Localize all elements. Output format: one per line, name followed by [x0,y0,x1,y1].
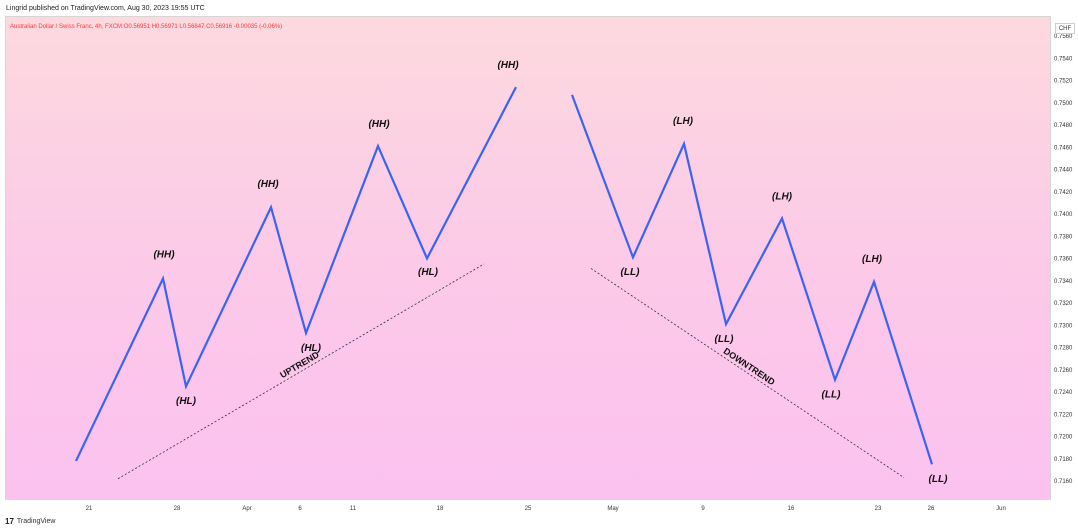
zigzag-series-1[interactable] [75,86,517,462]
swing-label: (HH) [497,60,519,71]
swing-label: (LL) [822,390,842,401]
swing-label: (HH) [368,119,390,130]
time-tick-label: 18 [437,506,444,512]
price-tick-label: 0.7200 [1054,435,1073,441]
time-tick-label: 28 [174,506,181,512]
trendline-downtrend[interactable] [590,268,905,478]
price-tick-label: 0.7260 [1054,368,1073,374]
price-tick-label: 0.7480 [1054,123,1073,129]
time-axis-labels: 21 28 Apr 6 11 18 25 May 9 16 23 26 Jun [86,506,1006,512]
price-axis-labels: 0.7560 0.7540 0.7520 0.7500 0.7480 0.7460 0.74… [1054,34,1073,485]
footer: 17 TradingView [5,517,55,526]
price-tick-label: 0.7240 [1054,390,1073,396]
price-tick-label: 0.7340 [1054,279,1073,285]
price-chart[interactable]: UPTREND DOWNTREND (HH) (HL) (HH) (HL) (HH) (HL)… [6,17,1051,500]
trendline-label-downtrend: DOWNTREND [722,346,777,388]
trendline-uptrend[interactable] [117,263,485,480]
price-tick-label: 0.7400 [1054,212,1073,218]
time-tick-label: May [607,506,618,512]
price-tick-label: 0.7280 [1054,346,1073,352]
currency-badge[interactable]: CHF [1055,23,1075,34]
time-tick-label: 25 [525,506,532,512]
price-tick-label: 0.7420 [1054,190,1073,196]
time-tick-label: 9 [701,506,705,512]
price-tick-label: 0.7300 [1054,323,1073,329]
trendline-label-uptrend: UPTREND [278,349,321,380]
time-tick-label: Apr [242,506,251,512]
swing-label: (HL) [418,267,439,278]
zigzag-series-2[interactable] [570,94,934,465]
swing-label: (LL) [929,474,949,485]
price-tick-label: 0.7180 [1054,457,1073,463]
swing-label: (LH) [772,191,793,202]
time-tick-label: 11 [350,506,357,512]
price-tick-label: 0.7220 [1054,412,1073,418]
publish-header: Lingrid published on TradingView.com, Au… [0,0,1078,16]
tradingview-brand[interactable]: TradingView [16,518,56,525]
price-axis[interactable]: 0.7560 0.7540 0.7520 0.7500 0.7480 0.7460 0.74… [1051,16,1078,500]
swing-label: (HL) [176,396,197,407]
swing-label: (LH) [862,254,883,265]
swing-label: (HH) [153,249,175,260]
time-tick-label: 26 [928,506,935,512]
time-axis[interactable]: 21 28 Apr 6 11 18 25 May 9 16 23 26 Jun [5,500,1051,515]
price-tick-label: 0.7500 [1054,101,1073,107]
price-tick-label: 0.7160 [1054,479,1073,485]
price-tick-label: 0.7460 [1054,145,1073,151]
symbol-info: Australian Dollar / Swiss Franc, 4h, FXC… [10,24,283,30]
tradingview-logo-icon[interactable]: 17 [5,517,14,526]
price-tick-label: 0.7320 [1054,301,1073,307]
time-tick-label: 21 [86,506,93,512]
swing-label: (LL) [621,267,641,278]
swing-label: (HL) [301,343,322,354]
price-tick-label: 0.7380 [1054,234,1073,240]
swing-label: (HH) [257,179,279,190]
published-text: Lingrid published on TradingView.com, Au… [6,5,205,12]
price-tick-label: 0.7540 [1054,56,1073,62]
time-tick-label: 6 [298,506,302,512]
price-tick-label: 0.7360 [1054,257,1073,263]
chart-pane[interactable]: UPTREND DOWNTREND (HH) (HL) (HH) (HL) (HH) (HL)… [5,16,1051,500]
time-tick-label: 16 [788,506,795,512]
price-tick-label: 0.7440 [1054,168,1073,174]
swing-label: (LH) [673,116,694,127]
price-tick-label: 0.7560 [1054,34,1073,40]
swing-label: (LL) [715,334,735,345]
price-tick-label: 0.7520 [1054,79,1073,85]
time-tick-label: Jun [996,506,1006,512]
time-tick-label: 23 [875,506,882,512]
